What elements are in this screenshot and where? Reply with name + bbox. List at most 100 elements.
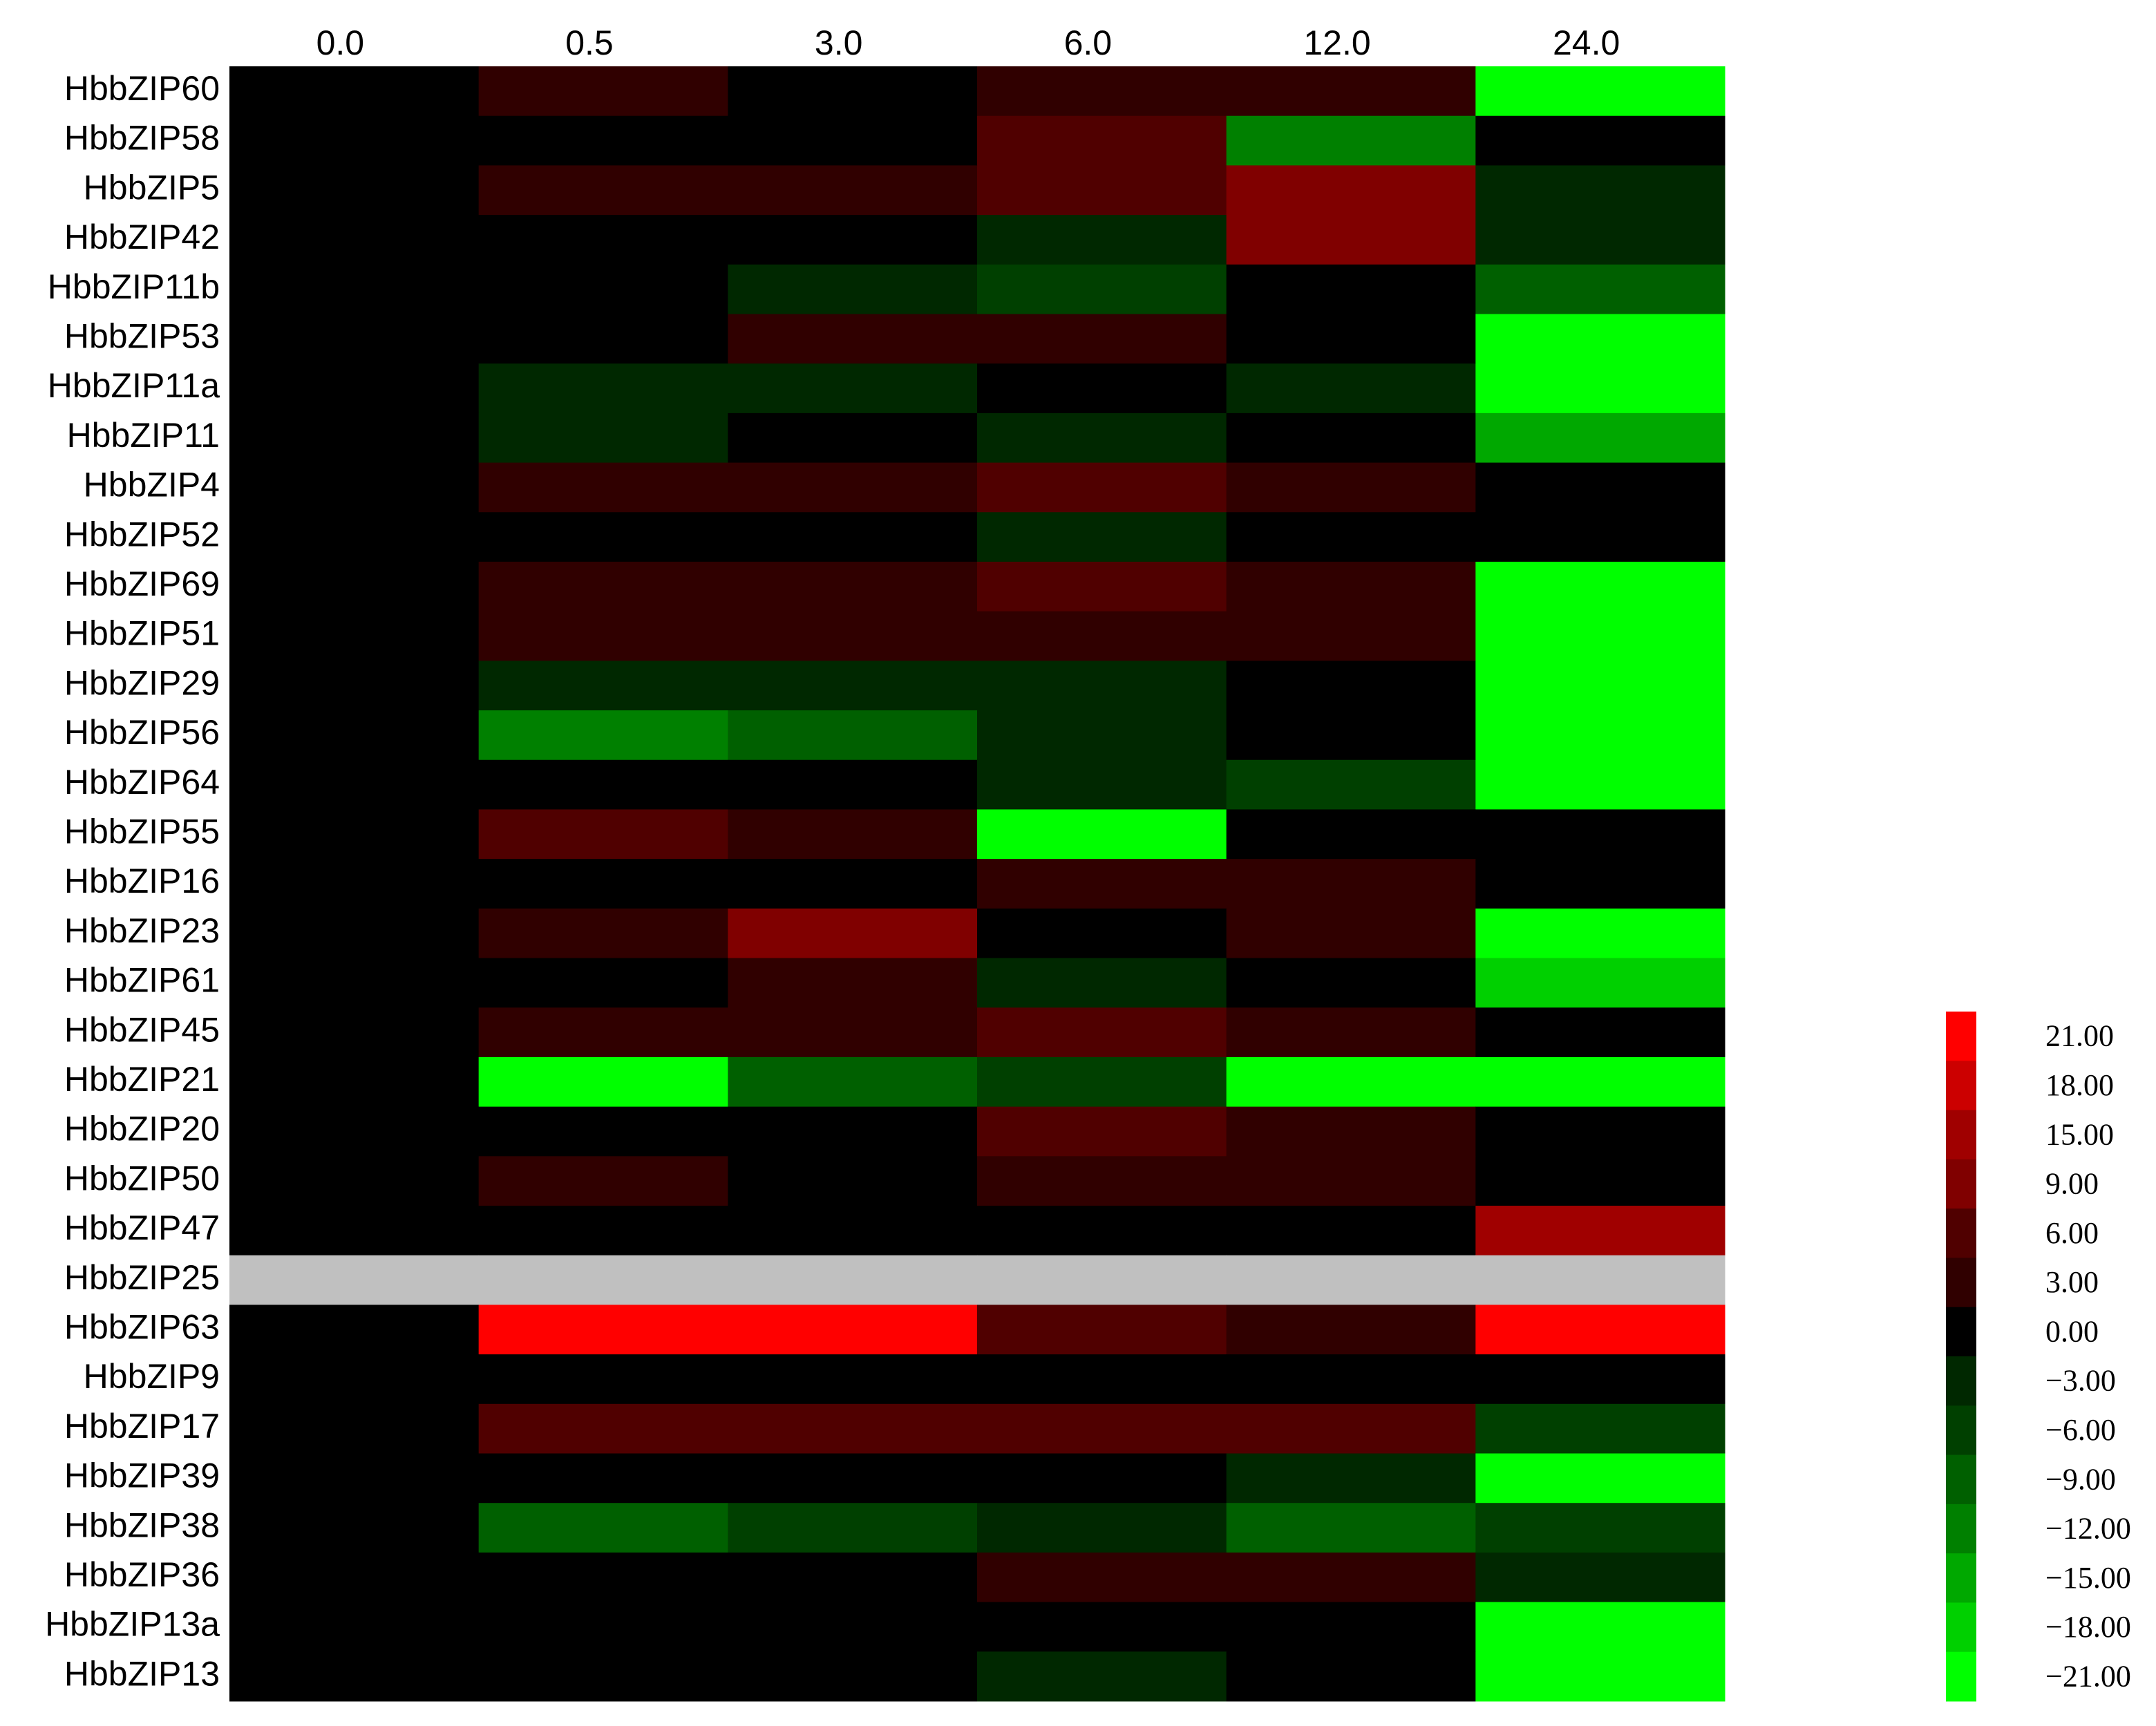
heat-cell	[1475, 1206, 1725, 1256]
heat-cell	[1475, 1354, 1725, 1405]
heat-cell	[478, 412, 728, 464]
y-tick-label: HbbZIP58	[64, 119, 220, 158]
colorbar-box	[1946, 1602, 1976, 1653]
heat-cell	[478, 908, 728, 959]
y-tick-label: HbbZIP63	[64, 1307, 220, 1346]
heat-cell	[1226, 561, 1476, 612]
heat-cell	[1475, 661, 1725, 711]
heat-cell	[478, 1453, 728, 1504]
heat-cell	[728, 165, 978, 216]
heat-cell	[977, 1651, 1227, 1702]
heat-cell	[229, 1007, 480, 1058]
heat-cell	[1475, 809, 1725, 860]
heat-cell	[229, 710, 480, 761]
colorbar-box	[1946, 1012, 1976, 1061]
heat-cell	[728, 1156, 978, 1206]
heat-cell	[1475, 611, 1725, 661]
heat-cell	[728, 908, 978, 959]
heat-cell	[229, 66, 480, 117]
heat-cell	[728, 859, 978, 909]
heat-cell	[1226, 165, 1476, 216]
heat-cell	[977, 115, 1227, 166]
colorbar-label: 21.00	[2045, 1019, 2114, 1053]
colorbar-box	[1946, 1454, 1976, 1505]
colorbar-box	[1946, 1405, 1976, 1456]
colorbar-label: 0.00	[2045, 1314, 2099, 1348]
colorbar-label: 6.00	[2045, 1216, 2099, 1250]
y-tick-label: HbbZIP38	[64, 1506, 220, 1544]
y-tick-label: HbbZIP39	[64, 1457, 220, 1495]
heat-cell	[977, 1602, 1227, 1652]
heat-cell	[229, 1354, 480, 1405]
heat-cell	[229, 1602, 480, 1652]
colorbar-box	[1946, 1258, 1976, 1308]
heat-cell	[977, 809, 1227, 860]
heat-cell	[728, 1106, 978, 1157]
heat-cell	[478, 1305, 728, 1355]
x-tick-label: 24.0	[1553, 23, 1620, 62]
heat-cell	[977, 958, 1227, 1008]
heat-cell	[1475, 363, 1725, 414]
heat-cell	[1475, 1602, 1725, 1652]
heat-cell	[229, 859, 480, 909]
heat-cell	[478, 1156, 728, 1206]
heat-cell	[1475, 314, 1725, 364]
heat-cell	[977, 908, 1227, 959]
heat-cell	[977, 1255, 1227, 1305]
heat-cell	[728, 1007, 978, 1058]
heat-cell	[229, 412, 480, 464]
y-tick-label: HbbZIP60	[64, 69, 220, 108]
heat-cell	[229, 512, 480, 562]
heat-cell	[977, 1552, 1227, 1603]
heat-cell	[1475, 512, 1725, 562]
heat-cell	[478, 512, 728, 562]
heat-cell	[728, 264, 978, 314]
heat-cell	[1226, 512, 1476, 562]
heat-cell	[728, 215, 978, 265]
heat-cell	[728, 710, 978, 761]
heat-cell	[478, 1056, 728, 1108]
heat-cell	[977, 264, 1227, 314]
heat-cell	[1226, 66, 1476, 117]
colorbar-label: −18.00	[2045, 1610, 2131, 1644]
heat-cell	[1226, 115, 1476, 166]
colorbar-box	[1946, 1159, 1976, 1209]
y-tick-label: HbbZIP21	[64, 1060, 220, 1099]
x-tick-label: 6.0	[1064, 23, 1113, 62]
heat-cell	[229, 611, 480, 661]
heat-cell	[1226, 1552, 1476, 1603]
heat-cell	[478, 561, 728, 612]
heat-cell	[728, 561, 978, 612]
heat-cell	[229, 1651, 480, 1702]
y-tick-label: HbbZIP4	[84, 466, 220, 504]
heat-cell	[1226, 661, 1476, 711]
heat-cell	[1226, 958, 1476, 1008]
heat-cell	[229, 115, 480, 166]
heat-cell	[229, 1255, 480, 1305]
heat-cell	[1475, 1007, 1725, 1058]
heat-cell	[977, 1305, 1227, 1355]
heat-cell	[229, 958, 480, 1008]
heat-cell	[1475, 1305, 1725, 1355]
y-tick-label: HbbZIP20	[64, 1110, 220, 1148]
heat-cell	[1226, 1651, 1476, 1702]
y-tick-label: HbbZIP11a	[48, 366, 220, 405]
heat-cell	[1226, 1106, 1476, 1157]
heat-cell	[728, 958, 978, 1008]
heat-cell	[1226, 1255, 1476, 1305]
heat-cell	[977, 1503, 1227, 1553]
y-tick-label: HbbZIP11	[67, 416, 220, 455]
heat-cell	[728, 611, 978, 661]
heat-cell	[478, 66, 728, 117]
y-tick-label: HbbZIP16	[64, 862, 220, 900]
heat-cell	[1226, 314, 1476, 364]
y-tick-label: HbbZIP45	[64, 1010, 220, 1049]
y-tick-label: HbbZIP52	[64, 515, 220, 553]
heat-cell	[478, 661, 728, 711]
heat-cell	[1226, 1056, 1476, 1108]
heat-cell	[478, 759, 728, 810]
heat-cell	[478, 1503, 728, 1553]
x-tick-label: 0.0	[316, 23, 365, 62]
heat-cell	[1226, 412, 1476, 464]
colorbar-box	[1946, 1356, 1976, 1406]
